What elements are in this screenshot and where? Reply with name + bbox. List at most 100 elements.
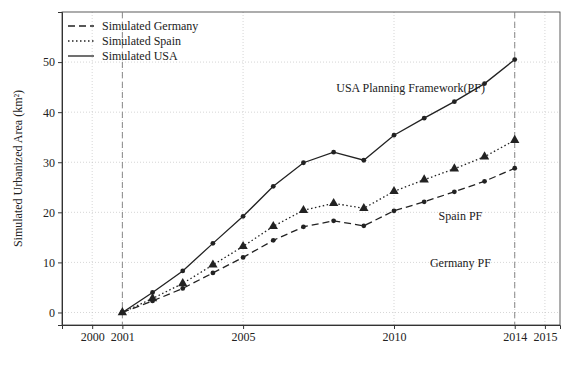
x-axis: 2000 2001 2005 2010 2014 2015 [63, 325, 561, 344]
marker [120, 310, 125, 315]
marker [482, 179, 487, 184]
tick-mark [58, 162, 62, 163]
chart: 2000 2001 2005 2010 2014 2015 0 10 20 30 40 50 USA P… [0, 0, 576, 371]
tick-label: 30 [43, 156, 55, 170]
tick-label: 2000 [81, 330, 105, 344]
marker [480, 151, 489, 159]
marker [512, 57, 517, 62]
tick: 10 [43, 256, 62, 270]
y-axis: 0 10 20 30 40 50 [43, 13, 63, 326]
tick: 2000 [81, 325, 105, 344]
tick-label: 2010 [383, 330, 407, 344]
tick: 20 [43, 206, 62, 220]
tick-mark [122, 325, 123, 329]
marker [392, 133, 397, 138]
legend-swatch [68, 25, 94, 26]
marker [361, 158, 366, 163]
legend-label: Simulated Spain [102, 34, 181, 48]
marker [241, 255, 246, 260]
tick: 2010 [383, 325, 407, 344]
marker [331, 150, 336, 155]
grid-line [62, 312, 560, 313]
tick-label: 20 [43, 206, 55, 220]
tick-label: 0 [49, 306, 55, 320]
marker [359, 203, 368, 211]
marker [301, 160, 306, 165]
marker [452, 99, 457, 104]
tick-mark [58, 112, 62, 113]
marker [180, 286, 185, 291]
y-axis-title: Simulated Urbanized Area (km²) [11, 90, 25, 247]
marker [301, 224, 306, 229]
tick-mark [394, 325, 395, 329]
tick-label: 10 [43, 256, 55, 270]
grid-line [62, 162, 560, 163]
marker [452, 189, 457, 194]
marker [389, 186, 398, 194]
tick: 2015 [533, 325, 557, 344]
marker [419, 174, 428, 182]
marker [422, 116, 427, 121]
axis-line [58, 13, 63, 326]
tick: 40 [43, 106, 62, 120]
tick-label: 40 [43, 106, 55, 120]
tick-label: 2015 [533, 330, 557, 344]
marker [180, 269, 185, 274]
grid [62, 12, 560, 325]
legend-swatch [68, 40, 94, 41]
tick: 2014 [503, 325, 527, 344]
tick-label: 2005 [232, 330, 256, 344]
tick-mark [58, 312, 62, 313]
marker [211, 241, 216, 246]
grid-line [394, 12, 395, 325]
tick-mark [58, 212, 62, 213]
legend-label: Simulated USA [102, 49, 178, 63]
marker [118, 307, 127, 315]
grid-line [243, 12, 244, 325]
legend-swatch [68, 55, 94, 56]
marker [269, 221, 278, 229]
marker [450, 163, 459, 171]
marker [510, 135, 519, 143]
tick-mark [58, 262, 62, 263]
data-layer [118, 12, 520, 325]
legend-label: Simulated Germany [102, 19, 198, 33]
marker [241, 214, 246, 219]
tick-mark [515, 325, 516, 329]
marker [208, 259, 217, 267]
tick-mark [92, 325, 93, 329]
legend: Simulated GermanySimulated SpainSimulate… [68, 19, 198, 63]
marker [331, 218, 336, 223]
tick: 30 [43, 156, 62, 170]
marker [238, 241, 247, 249]
series-line [122, 60, 514, 313]
grid-line [62, 112, 560, 113]
tick-label: 2014 [503, 330, 527, 344]
marker [299, 205, 308, 213]
tick: 2001 [111, 325, 135, 344]
marker [422, 199, 427, 204]
series-line [122, 168, 514, 312]
series-line [122, 140, 514, 312]
marker [120, 310, 125, 315]
tick-mark [58, 62, 62, 63]
marker [271, 238, 276, 243]
annotation: Germany PF [430, 256, 491, 270]
marker [512, 166, 517, 171]
axis-line [63, 326, 561, 330]
tick: 50 [43, 55, 62, 69]
plot: 2000 2001 2005 2010 2014 2015 0 10 20 30 40 50 USA P… [43, 12, 561, 344]
tick-mark [545, 325, 546, 329]
frame [62, 12, 560, 325]
grid-line [92, 12, 93, 325]
tick-label: 50 [43, 55, 55, 69]
annotation: USA Planning Framework(PF) [336, 81, 485, 95]
tick-mark [243, 325, 244, 329]
tick: 0 [49, 306, 62, 320]
marker [271, 184, 276, 189]
annotation: Spain PF [439, 209, 483, 223]
tick: 2005 [232, 325, 256, 344]
marker [361, 223, 366, 228]
marker [150, 290, 155, 295]
marker [329, 198, 338, 206]
